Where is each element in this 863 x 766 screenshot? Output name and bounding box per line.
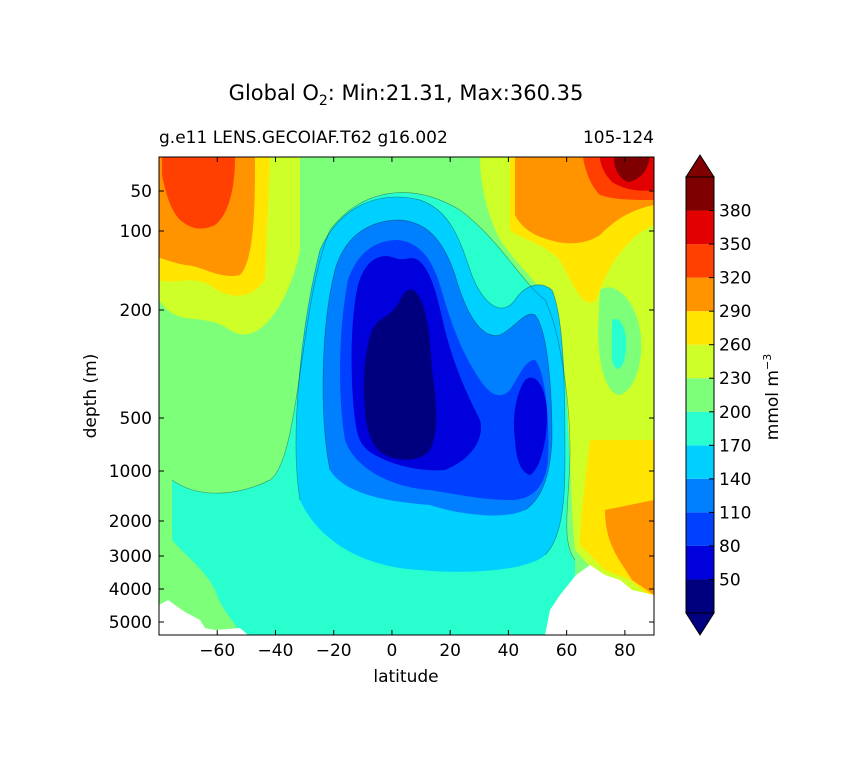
band-170-pocket <box>612 319 627 369</box>
colorbar-segment <box>686 244 714 278</box>
colorbar-tick-label: 170 <box>719 436 751 456</box>
band-320-left <box>162 157 235 229</box>
colorbar-tick-label: 320 <box>719 269 751 289</box>
land-mask-south <box>159 600 248 635</box>
colorbar-segment <box>686 277 714 312</box>
x-tick-label: −20 <box>316 641 352 661</box>
colorbar-tick-label: 50 <box>719 570 741 590</box>
y-tick-label: 1000 <box>109 462 152 482</box>
colorbar-tick-label: 260 <box>719 336 751 356</box>
chart-title: Global O2: Min:21.31, Max:360.35 <box>229 81 584 109</box>
x-axis: −60 −40 −20 0 20 40 60 80 <box>199 157 636 661</box>
colorbar-tick-label: 80 <box>719 537 741 557</box>
colorbar-segment <box>686 445 714 479</box>
x-tick-label: −60 <box>199 641 235 661</box>
y-tick-label: 2000 <box>109 512 152 532</box>
x-tick-label: 80 <box>614 641 636 661</box>
colorbar-extend-top <box>685 154 715 178</box>
land-mask-north <box>545 565 654 635</box>
colorbar-tick-label: 200 <box>719 403 751 423</box>
x-tick-label: −40 <box>258 641 294 661</box>
x-tick-label: 40 <box>498 641 520 661</box>
band-20 <box>363 289 437 460</box>
colorbar-segment <box>686 545 714 580</box>
colorbar-segment <box>686 378 714 412</box>
subtitle-left: g.e11 LENS.GECOIAF.T62 g16.002 <box>159 128 448 148</box>
colorbar-segment <box>686 344 714 379</box>
subtitle-right: 105-124 <box>583 128 654 148</box>
y-axis: 50 100 200 500 1000 2000 3000 4000 5000 <box>109 182 654 633</box>
colorbar-segment <box>686 512 714 546</box>
y-tick-label: 4000 <box>109 580 152 600</box>
band-290-deep <box>605 500 654 595</box>
y-tick-label: 3000 <box>109 547 152 567</box>
band-380 <box>614 157 650 182</box>
contour-field <box>159 157 654 635</box>
colorbar-tick-label: 290 <box>719 302 751 322</box>
y-tick-label: 50 <box>130 182 152 202</box>
x-tick-label: 20 <box>439 641 461 661</box>
colorbar: 50 80 110 140 170 200 230 260 290 320 350 380 <box>685 154 751 636</box>
y-tick-label: 200 <box>120 301 152 321</box>
x-tick-label: 0 <box>387 641 398 661</box>
colorbar-tick-label: 110 <box>719 503 751 523</box>
x-tick-label: 60 <box>556 641 578 661</box>
colorbar-frame <box>685 176 715 614</box>
colorbar-tick-label: 230 <box>719 369 751 389</box>
colorbar-label: mmol m−3 <box>761 354 783 440</box>
contour-lines <box>171 192 576 561</box>
colorbar-tick-label: 380 <box>719 202 751 222</box>
colorbar-segment <box>686 177 714 211</box>
plot-frame <box>158 156 655 636</box>
colorbar-tick-label: 140 <box>719 470 751 490</box>
colorbar-segment <box>686 311 714 345</box>
colorbar-tick-label: 350 <box>719 235 751 255</box>
colorbar-segment <box>686 411 714 446</box>
colorbar-extend-bottom <box>685 612 715 636</box>
y-axis-label: depth (m) <box>81 354 101 439</box>
colorbar-segment <box>686 579 714 613</box>
colorbar-segment <box>686 210 714 245</box>
y-tick-label: 5000 <box>109 613 152 633</box>
y-tick-label: 100 <box>120 222 152 242</box>
x-axis-label: latitude <box>373 667 438 687</box>
band-50-north <box>513 377 548 475</box>
colorbar-segment <box>686 478 714 513</box>
y-tick-label: 500 <box>120 409 152 429</box>
